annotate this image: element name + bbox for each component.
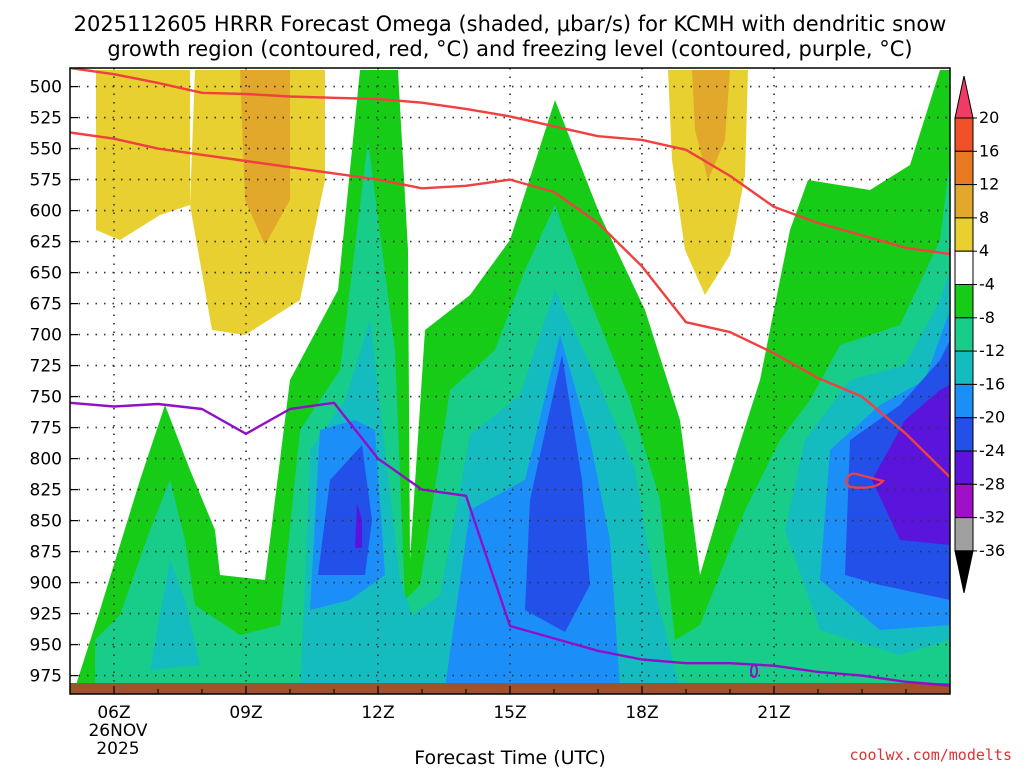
contour-line (70, 68, 950, 256)
colorbar-top-triangle (954, 75, 974, 119)
chart-title-line2: growth region (contoured, red, °C) and f… (107, 37, 912, 61)
colorbar-bottom-triangle (954, 550, 974, 594)
chart-title-line1: 2025112605 HRRR Forecast Omega (shaded, … (74, 12, 947, 36)
x-tick-label: 06Z (97, 703, 130, 723)
y-tick-label: 900 (30, 574, 62, 594)
omega-region-neg-24 (872, 385, 950, 545)
y-tick-label: 800 (30, 450, 62, 470)
colorbar-segment (954, 317, 974, 352)
date-label-year: 2025 (96, 739, 139, 759)
colorbar-label: -24 (979, 441, 1005, 460)
y-tick-label: 950 (30, 636, 62, 656)
grid-lines (70, 68, 950, 688)
omega-region-pos-8 (240, 70, 290, 245)
x-axis-label: Forecast Time (UTC) (414, 747, 605, 768)
y-tick-label: 650 (30, 264, 62, 284)
colorbar-label: -20 (979, 408, 1005, 427)
x-tick-label: 15Z (493, 703, 526, 723)
omega-region-pos-8 (692, 70, 730, 180)
colorbar-label: -36 (979, 541, 1005, 560)
colorbar-segment (954, 450, 974, 485)
freezing-level-label-oval (750, 664, 758, 678)
x-axis: 06Z 09Z 12Z 15Z 18Z 21Z (97, 686, 907, 723)
colorbar-segment (954, 483, 974, 519)
omega-region-pos-4 (668, 70, 748, 295)
colorbar-label: -28 (979, 474, 1005, 493)
y-tick-label: 500 (30, 78, 62, 98)
colorbar-segment (954, 184, 974, 219)
omega-region-neg-12 (150, 560, 200, 670)
y-tick-label: 850 (30, 512, 62, 532)
colorbar-label: 12 (979, 175, 999, 194)
colorbar-label: 20 (979, 108, 999, 127)
y-tick-label: 600 (30, 202, 62, 222)
y-tick-label: 925 (30, 605, 62, 625)
colorbar-segment (954, 417, 974, 452)
y-tick-label: 525 (30, 109, 62, 129)
colorbar-segment (954, 217, 974, 252)
colorbar-label: -4 (979, 275, 995, 294)
colorbar-label: -16 (979, 374, 1005, 393)
colorbar-segment (954, 284, 974, 319)
colorbar-segment (954, 250, 974, 285)
y-tick-label: 675 (30, 295, 62, 315)
contour-line (70, 401, 950, 687)
colorbar-segment (954, 383, 974, 419)
colorbar-label: -32 (979, 508, 1005, 527)
date-label-day: 26NOV (88, 721, 147, 741)
y-axis: 500 525 550 575 600 625 650 675 700 725 750 775 800 8… (30, 78, 78, 687)
colorbar-label: -12 (979, 341, 1005, 360)
contour-line (70, 131, 950, 479)
colorbar-segment (954, 517, 974, 552)
x-tick-label: 09Z (229, 703, 262, 723)
colorbar-label: 16 (979, 141, 999, 160)
y-tick-label: 550 (30, 140, 62, 160)
colorbar-label: 4 (979, 241, 989, 260)
omega-region-pos-4 (96, 70, 190, 240)
y-tick-label: 625 (30, 233, 62, 253)
colorbar: 20 16 12 8 4 -4 -8 -12 -16 -20 -24 -28 -32 -36 (954, 75, 1005, 594)
y-tick-label: 750 (30, 388, 62, 408)
colorbar-segment (954, 350, 974, 385)
colorbar-segment (954, 117, 974, 152)
y-tick-label: 725 (30, 357, 62, 377)
y-tick-label: 975 (30, 667, 62, 687)
credit-text: coolwx.com/modelts (849, 746, 1012, 764)
omega-region-neg-24 (355, 503, 362, 548)
x-tick-label: 12Z (361, 703, 394, 723)
contour-lines (70, 68, 950, 687)
y-tick-label: 875 (30, 543, 62, 563)
colorbar-label: 8 (979, 208, 989, 227)
x-tick-label: 18Z (625, 703, 658, 723)
dgz-closed-contour (844, 472, 886, 489)
y-tick-label: 775 (30, 419, 62, 439)
y-tick-label: 575 (30, 171, 62, 191)
colorbar-label: -8 (979, 308, 995, 327)
y-tick-label: 825 (30, 481, 62, 501)
x-tick-label: 21Z (757, 703, 790, 723)
y-tick-label: 700 (30, 326, 62, 346)
colorbar-segment (954, 150, 974, 186)
omega-region-neg-20 (525, 355, 590, 632)
